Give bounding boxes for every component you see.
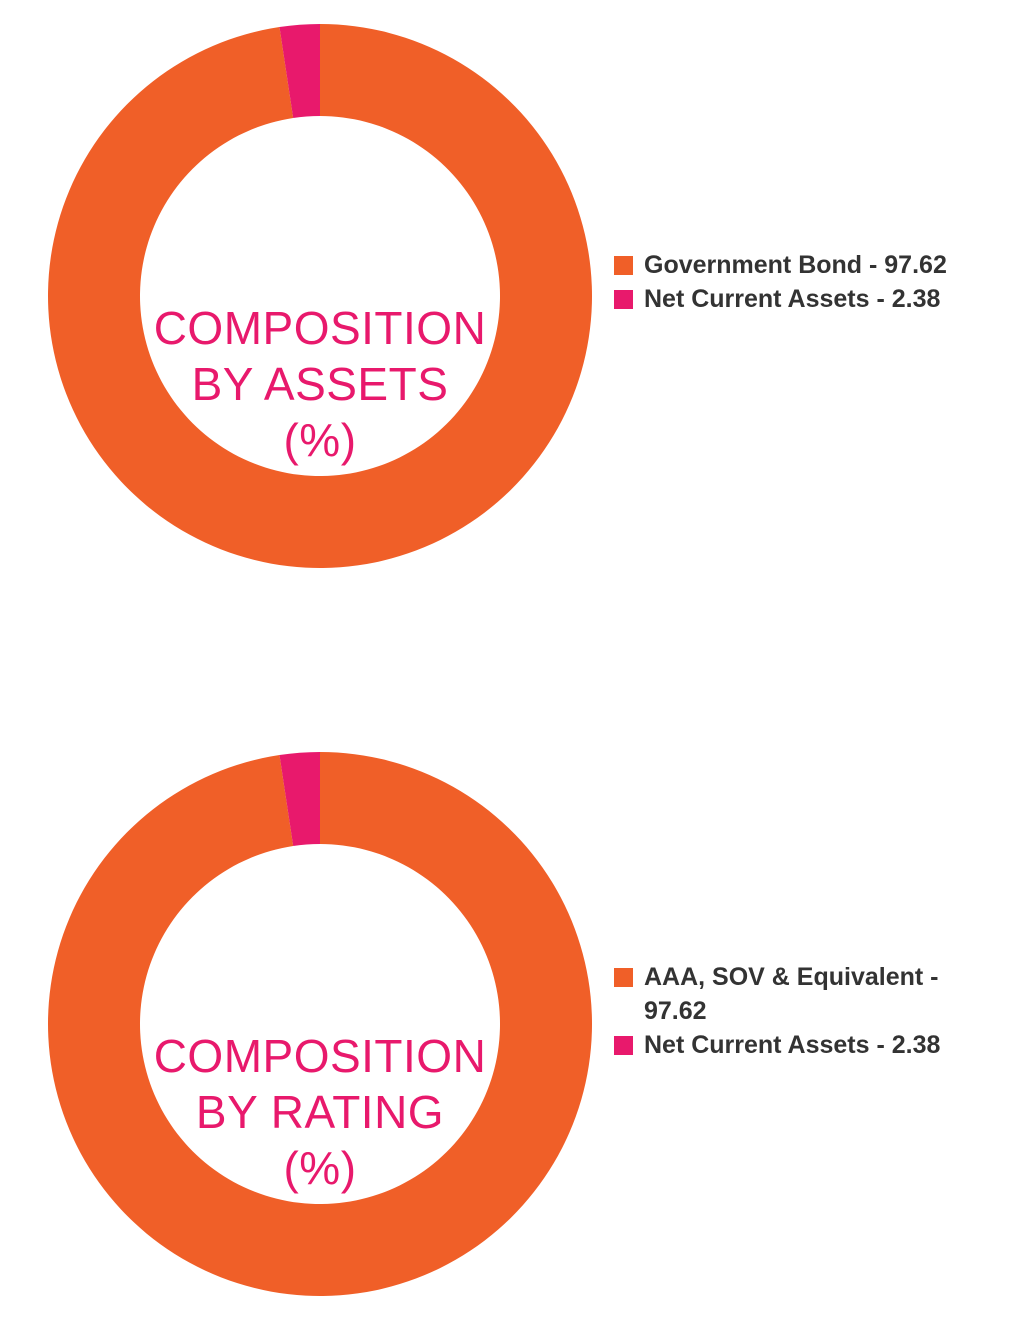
legend-item-government-bond: Government Bond - 97.62 [614, 248, 994, 282]
legend-item-aaa-sov-equivalent: AAA, SOV & Equivalent - 97.62 [614, 960, 994, 1028]
legend-swatch-primary [614, 256, 633, 275]
asset-composition-center-title: COMPOSITION BY ASSETS (%) [120, 300, 520, 468]
asset-composition-legend: Government Bond - 97.62 Net Current Asse… [614, 248, 994, 316]
legend-item-net-current-assets: Net Current Assets - 2.38 [614, 1028, 994, 1062]
asset-composition-donut [47, 24, 592, 568]
rating-composition-chart: COMPOSITION BY RATING (%) AAA, SOV & Equ… [0, 744, 1014, 1304]
center-title-line: COMPOSITION [153, 1030, 487, 1082]
legend-label: Government Bond - 97.62 [644, 251, 947, 279]
center-title-line: COMPOSITION [153, 302, 487, 354]
rating-composition-legend: AAA, SOV & Equivalent - 97.62 Net Curren… [614, 960, 994, 1062]
asset-composition-chart: COMPOSITION BY ASSETS (%) Government Bon… [0, 16, 1014, 576]
center-title-line: BY RATING [195, 1086, 445, 1138]
legend-label: Net Current Assets - 2.38 [644, 1031, 941, 1059]
donut-slice-government-bond [47, 24, 592, 568]
legend-swatch-primary [614, 968, 633, 987]
rating-composition-center-title: COMPOSITION BY RATING (%) [120, 1028, 520, 1196]
legend-swatch-accent [614, 1036, 633, 1055]
legend-label-line: 97.62 [644, 997, 707, 1025]
donut-slice-aaa-sov-equivalent [47, 752, 592, 1296]
legend-swatch-accent [614, 290, 633, 309]
donut-slice-net-current-assets [279, 752, 320, 847]
legend-item-net-current-assets: Net Current Assets - 2.38 [614, 282, 994, 316]
center-title-line: (%) [283, 1142, 357, 1194]
center-title-line: (%) [283, 414, 357, 466]
legend-label-line: AAA, SOV & Equivalent - [644, 963, 939, 991]
center-title-line: BY ASSETS [191, 358, 449, 410]
rating-composition-donut [47, 752, 592, 1296]
donut-slice-net-current-assets [279, 24, 320, 119]
legend-label: Net Current Assets - 2.38 [644, 285, 941, 313]
